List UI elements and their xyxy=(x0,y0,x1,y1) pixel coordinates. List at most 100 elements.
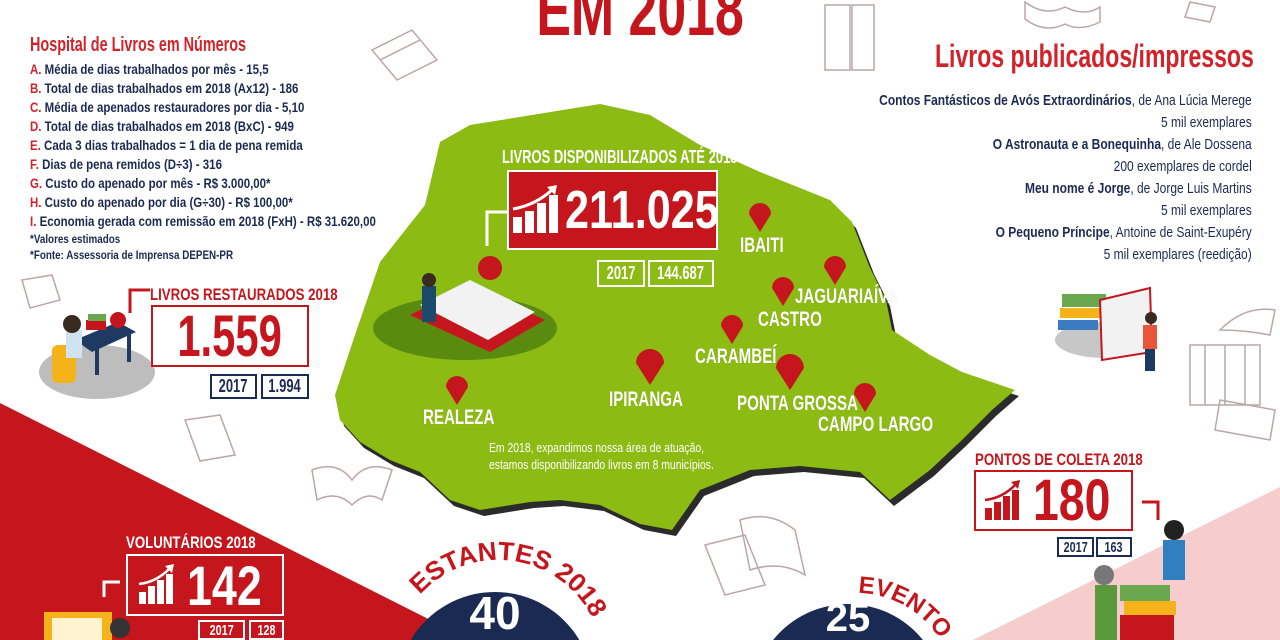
note: *Fonte: Assessoria de Imprensa DEPEN-PR xyxy=(30,248,234,262)
item-letter: A. xyxy=(30,61,42,77)
voluntarios-box: 142 xyxy=(126,554,284,617)
list-item: D. Total de dias trabalhados em 2018 (Bx… xyxy=(30,117,376,136)
prev-value-label: 1.994 xyxy=(261,374,309,399)
item-letter: I. xyxy=(30,213,37,229)
city-label-realeza: REALEZA xyxy=(423,406,522,430)
reading-illustration xyxy=(373,210,557,360)
disponibilizados-title-text: LIVROS DISPONIBILIZADOS ATÉ 2018 xyxy=(502,147,738,167)
restaurados-title-text: LIVROS RESTAURADOS 2018 xyxy=(150,285,338,304)
item-text: Total de dias trabalhados em 2018 (Ax12)… xyxy=(44,80,299,96)
prev-year-label: 2017 xyxy=(210,374,257,399)
item-letter: G. xyxy=(30,175,43,191)
book-copies: 5 mil exemplares xyxy=(1161,202,1252,219)
voluntarios-title: VOLUNTÁRIOS 2018 xyxy=(126,533,292,553)
book-entry: Meu nome é Jorge, de Jorge Luis Martins xyxy=(879,178,1252,200)
book-author: , Antoine de Saint-Exupéry xyxy=(1109,224,1252,241)
prev-year-label: 2017 xyxy=(1057,537,1094,557)
pin-icon xyxy=(636,349,664,385)
item-text: Custo do apenado por mês - R$ 3.000,00* xyxy=(45,175,271,191)
book-author: , de Jorge Luis Martins xyxy=(1130,180,1252,197)
item-letter: H. xyxy=(30,194,42,210)
growth-chart-icon xyxy=(512,185,558,233)
pin-icon xyxy=(776,354,804,390)
book-title: O Astronauta e a Bonequinha xyxy=(993,136,1162,153)
prev-year-label: 2017 xyxy=(198,620,245,640)
eventos-value: 25 xyxy=(826,596,871,640)
prev-year-text: 2017 xyxy=(606,263,636,283)
book-entry: O Pequeno Príncipe, Antoine de Saint-Exu… xyxy=(879,222,1252,244)
prev-year-label: 2017 xyxy=(597,260,645,287)
city-text: REALEZA xyxy=(423,406,495,429)
city-label-castro: CASTRO xyxy=(758,308,847,332)
collection-illustration xyxy=(1094,500,1185,640)
prev-value-label: 128 xyxy=(249,620,284,640)
prev-value-text: 128 xyxy=(257,621,276,639)
hospital-title-text: Hospital de Livros em Números xyxy=(30,34,247,56)
city-text: IBAITI xyxy=(740,234,784,257)
hospital-title: Hospital de Livros em Números xyxy=(30,34,330,57)
restaurados-box: 1.559 xyxy=(151,303,309,370)
map-pins xyxy=(446,203,876,412)
item-text: Economia gerada com remissão em 2018 (Fx… xyxy=(39,213,376,229)
pontos-box: 180 xyxy=(974,467,1133,534)
eventos-circle xyxy=(773,604,923,640)
pontos-value: 180 xyxy=(1033,467,1125,534)
list-item: F. Dias de pena remidos (D÷3) - 316 xyxy=(30,155,376,174)
city-label-ibaiti: IBAITI xyxy=(740,234,801,258)
book-author: , de Ale Dossena xyxy=(1161,136,1252,153)
volunteer-illustration xyxy=(44,580,130,640)
prev-value-label: 163 xyxy=(1096,537,1132,557)
city-label-ipiranga: IPIRANGA xyxy=(609,388,712,412)
item-text: Total de dias trabalhados em 2018 (BxC) … xyxy=(44,118,294,134)
prev-year-text: 2017 xyxy=(209,621,234,639)
prev-value-text: 144.687 xyxy=(657,263,705,283)
prev-year-text: 2017 xyxy=(1063,538,1088,556)
book-title: O Pequeno Príncipe xyxy=(995,224,1110,241)
estantes-value: 40 xyxy=(469,587,520,639)
item-text: Custo do apenado por dia (G÷30) - R$ 100… xyxy=(44,194,293,210)
note: *Valores estimados xyxy=(30,232,121,246)
prev-year-text: 2017 xyxy=(219,376,248,396)
city-label-jaguariaiva: JAGUARIAÍVA xyxy=(795,285,938,309)
value-text: 180 xyxy=(1032,468,1110,533)
item-letter: C. xyxy=(30,99,42,115)
city-text: JAGUARIAÍVA xyxy=(795,285,899,308)
pink-diagonal-band xyxy=(973,487,1280,640)
book-author: , de Ana Lúcia Merege xyxy=(1131,92,1252,109)
list-item: H. Custo do apenado por dia (G÷30) - R$ … xyxy=(30,193,376,212)
voluntarios-title-text: VOLUNTÁRIOS 2018 xyxy=(126,533,256,552)
disponibilizados-box: 211.025 xyxy=(507,170,718,250)
item-text: Cada 3 dias trabalhados = 1 dia de pena … xyxy=(44,137,303,153)
book-copies: 5 mil exemplares (reedição) xyxy=(1103,246,1252,263)
hospital-list: A. Média de dias trabalhados por mês - 1… xyxy=(30,60,452,264)
growth-chart-icon xyxy=(984,479,1020,520)
city-text: IPIRANGA xyxy=(609,388,683,411)
city-label-ponta-grossa: PONTA GROSSA xyxy=(737,392,905,416)
page-title-text: EM 2018 xyxy=(536,0,744,51)
book-copies: 5 mil exemplares xyxy=(1161,114,1252,131)
books-person-illustration xyxy=(1055,286,1157,371)
restaurados-title: LIVROS RESTAURADOS 2018 xyxy=(150,285,391,305)
item-letter: B. xyxy=(30,80,42,96)
disponibilizados-title: LIVROS DISPONIBILIZADOS ATÉ 2018 xyxy=(502,147,829,168)
list-item: E. Cada 3 dias trabalhados = 1 dia de pe… xyxy=(30,136,376,155)
published-list: Contos Fantásticos de Avós Extraordinári… xyxy=(786,90,1252,266)
map-note-line: estamos disponibilizando livros em 8 mun… xyxy=(489,457,714,472)
pin-icon xyxy=(749,203,771,232)
item-letter: D. xyxy=(30,118,42,134)
page-title: EM 2018 xyxy=(470,0,810,51)
pin-icon xyxy=(721,315,743,344)
book-sketches xyxy=(21,0,1276,596)
item-letter: F. xyxy=(30,156,39,172)
city-text: CAMPO LARGO xyxy=(818,413,934,436)
city-label-campo-largo: CAMPO LARGO xyxy=(818,413,978,437)
list-item: I. Economia gerada com remissão em 2018 … xyxy=(30,212,376,231)
book-title: Meu nome é Jorge xyxy=(1025,180,1131,197)
city-text: PONTA GROSSA xyxy=(737,392,858,415)
restaurados-value: 1.559 xyxy=(157,303,302,370)
item-text: Média de apenados restauradores por dia … xyxy=(44,99,305,115)
prev-value-label: 144.687 xyxy=(648,260,714,287)
list-item: G. Custo do apenado por mês - R$ 3.000,0… xyxy=(30,174,376,193)
map-note: Em 2018, expandimos nossa área de atuaçã… xyxy=(489,439,770,473)
value-text: 1.559 xyxy=(177,303,283,369)
